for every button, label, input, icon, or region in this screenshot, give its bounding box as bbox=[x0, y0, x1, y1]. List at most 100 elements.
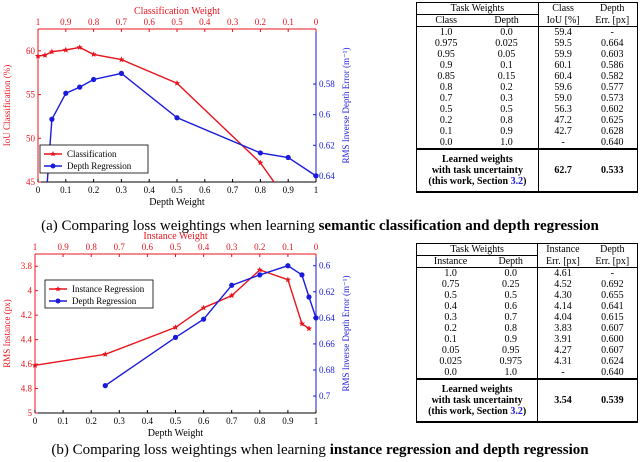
x-top-tick-label: 0.1 bbox=[282, 242, 293, 252]
data-point bbox=[258, 150, 263, 155]
data-point bbox=[91, 77, 96, 82]
x-tick-label: 0.9 bbox=[282, 416, 294, 426]
x-top-tick-label: 0.6 bbox=[142, 242, 154, 252]
y-left-tick-label: 55 bbox=[26, 90, 36, 100]
data-point bbox=[306, 294, 311, 299]
x-tick-label: 0 bbox=[33, 416, 38, 426]
x-tick-label: 0 bbox=[36, 185, 41, 195]
x-top-tick-label: 1 bbox=[36, 17, 41, 27]
data-point bbox=[313, 315, 318, 320]
x-top-tick-label: 0.3 bbox=[227, 17, 239, 27]
data-point bbox=[42, 52, 48, 58]
x-tick-label: 0.5 bbox=[170, 416, 182, 426]
y-right-tick-label: 0.68 bbox=[319, 365, 335, 375]
data-point bbox=[173, 324, 179, 330]
legend-marker bbox=[51, 164, 56, 169]
caption-b-prefix: (b) Comparing loss weightings when learn… bbox=[51, 442, 329, 458]
x-tick-label: 0.2 bbox=[86, 416, 97, 426]
x-top-tick-label: 0.1 bbox=[283, 17, 294, 27]
caption-a-bold: semantic classification and depth regres… bbox=[319, 218, 599, 234]
x-tick-label: 0.6 bbox=[199, 185, 211, 195]
x-tick-label: 0.8 bbox=[255, 185, 267, 195]
y-left-tick-label: 4.2 bbox=[21, 310, 32, 320]
x-top-tick-label: 0.7 bbox=[116, 17, 128, 27]
x-axis-label: Depth Weight bbox=[148, 428, 204, 439]
x-top-tick-label: 0.2 bbox=[254, 242, 265, 252]
y-right-tick-label: 0.62 bbox=[319, 287, 335, 297]
x-top-tick-label: 0.7 bbox=[114, 242, 126, 252]
y-left-tick-label: 4.4 bbox=[21, 335, 33, 345]
x-tick-label: 0.4 bbox=[142, 416, 154, 426]
x-top-tick-label: 0 bbox=[314, 242, 319, 252]
data-point bbox=[63, 47, 69, 53]
x-top-tick-label: 0.5 bbox=[170, 242, 182, 252]
y-left-tick-label: 4.6 bbox=[21, 359, 33, 369]
x-top-tick-label: 0.8 bbox=[88, 17, 100, 27]
x-top-tick-label: 0.4 bbox=[198, 242, 210, 252]
x-tick-label: 0.7 bbox=[227, 185, 239, 195]
x-tick-label: 1 bbox=[314, 185, 319, 195]
caption-a-prefix: (a) Comparing loss weightings when learn… bbox=[41, 218, 318, 234]
data-point bbox=[229, 283, 234, 288]
y-right-tick-label: 0.6 bbox=[319, 261, 331, 271]
y-right-tick-label: 0.6 bbox=[319, 110, 331, 120]
x-tick-label: 0.4 bbox=[144, 185, 156, 195]
y-left-tick-label: 60 bbox=[26, 46, 36, 56]
data-point bbox=[257, 272, 262, 277]
y-left-tick-label: 4 bbox=[28, 286, 33, 296]
y-left-tick-label: 3.8 bbox=[21, 261, 33, 271]
x-top-tick-label: 0 bbox=[314, 17, 319, 27]
x-top-tick-label: 0.9 bbox=[57, 242, 69, 252]
series-line-classification bbox=[38, 47, 288, 202]
data-point bbox=[173, 335, 178, 340]
data-point bbox=[118, 56, 124, 62]
caption-a: (a) Comparing loss weightings when learn… bbox=[0, 218, 640, 235]
x-top-tick-label: 0.5 bbox=[171, 17, 183, 27]
legend-marker bbox=[56, 299, 61, 304]
data-point bbox=[77, 85, 82, 90]
y-right-tick-label: 0.64 bbox=[319, 171, 335, 181]
x-tick-label: 0.3 bbox=[114, 416, 126, 426]
x-top-tick-label: 0.9 bbox=[60, 17, 72, 27]
data-point bbox=[174, 115, 179, 120]
table-b-frame bbox=[416, 243, 638, 423]
x-top-tick-label: 0.3 bbox=[226, 242, 238, 252]
legend-entry: Depth Regression bbox=[72, 296, 137, 306]
y-right-axis-label: RMS Inverse Depth Error (m⁻¹) bbox=[341, 48, 351, 164]
x-tick-label: 0.2 bbox=[88, 185, 99, 195]
x-tick-label: 1 bbox=[314, 416, 319, 426]
data-point bbox=[286, 155, 291, 160]
caption-b-bold: instance regression and depth regression bbox=[330, 442, 589, 458]
data-point bbox=[299, 272, 304, 277]
x-top-tick-label: 0.8 bbox=[86, 242, 98, 252]
x-top-tick-label: 1 bbox=[33, 242, 38, 252]
x-top-tick-label: 0.6 bbox=[144, 17, 156, 27]
x-top-axis-label: Classification Weight bbox=[134, 6, 220, 17]
caption-b: (b) Comparing loss weightings when learn… bbox=[0, 442, 640, 459]
y-right-tick-label: 0.64 bbox=[319, 313, 335, 323]
x-tick-label: 0.5 bbox=[171, 185, 183, 195]
x-tick-label: 0.1 bbox=[57, 416, 68, 426]
data-point bbox=[285, 263, 290, 268]
data-point bbox=[103, 383, 108, 388]
x-tick-label: 0.6 bbox=[198, 416, 210, 426]
x-tick-label: 0.8 bbox=[254, 416, 266, 426]
table-a-frame bbox=[416, 2, 638, 193]
data-point bbox=[49, 117, 54, 122]
data-point bbox=[63, 91, 68, 96]
data-point bbox=[313, 173, 318, 178]
legend-entry: Instance Regression bbox=[72, 284, 145, 294]
y-left-axis-label: RMS Instance (px) bbox=[2, 299, 12, 368]
data-point bbox=[91, 51, 97, 57]
data-point bbox=[102, 351, 108, 357]
y-left-tick-label: 4.8 bbox=[21, 384, 33, 394]
legend-entry: Depth Regression bbox=[67, 161, 132, 171]
y-right-tick-label: 0.7 bbox=[319, 391, 331, 401]
x-tick-label: 0.1 bbox=[60, 185, 71, 195]
y-left-tick-label: 45 bbox=[26, 177, 36, 187]
x-tick-label: 0.7 bbox=[226, 416, 238, 426]
x-tick-label: 0.3 bbox=[116, 185, 128, 195]
data-point bbox=[201, 317, 206, 322]
y-left-tick-label: 50 bbox=[26, 133, 36, 143]
y-right-tick-label: 0.62 bbox=[319, 140, 335, 150]
